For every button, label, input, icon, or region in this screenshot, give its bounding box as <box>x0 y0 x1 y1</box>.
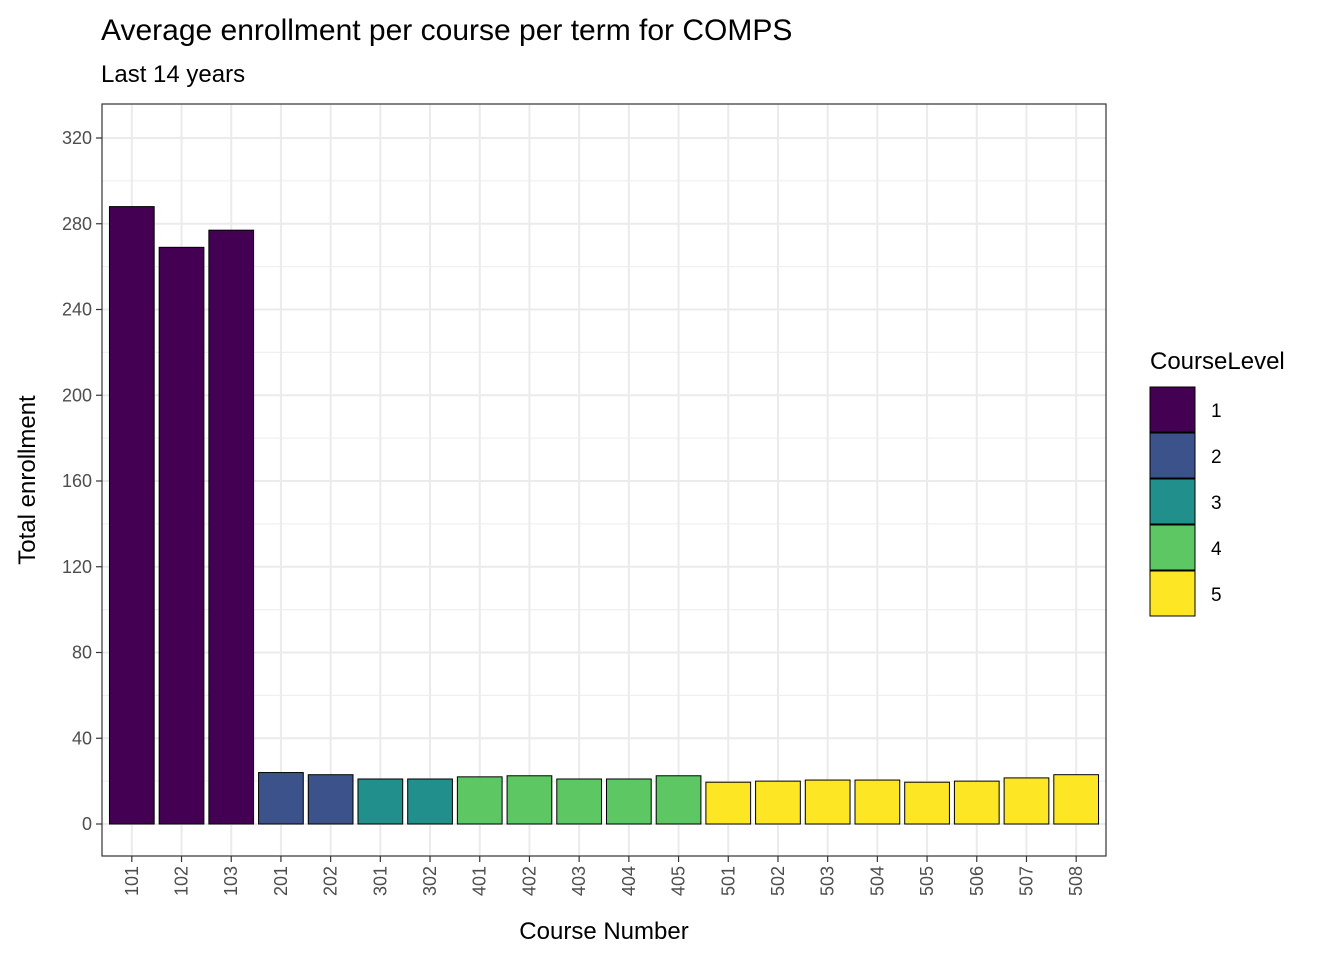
x-axis: 101 102 103 201 202 301 302 401 402 403 404 405 501 5… <box>122 856 1086 896</box>
y-tick-label: 80 <box>72 643 92 663</box>
bar-202 <box>307 774 354 825</box>
x-tick-label: 505 <box>917 866 937 896</box>
bar-102 <box>158 246 205 825</box>
bars-group <box>108 206 1100 825</box>
x-tick-label: 503 <box>818 866 838 896</box>
bar-201 <box>258 772 304 825</box>
x-tick-label: 401 <box>470 866 490 896</box>
legend-title: CourseLevel <box>1150 348 1285 375</box>
x-tick-label: 102 <box>172 866 192 896</box>
legend: CourseLevel 1 2 3 4 5 <box>1149 348 1285 617</box>
x-tick-label: 403 <box>569 866 589 896</box>
y-tick-label: 240 <box>62 300 92 320</box>
x-tick-label: 402 <box>519 866 539 896</box>
x-tick-label: 103 <box>221 866 241 896</box>
legend-label-3: 3 <box>1211 493 1222 514</box>
chart-title: Average enrollment per course per term f… <box>101 14 792 47</box>
legend-key-3 <box>1149 478 1196 525</box>
x-tick-label: 302 <box>420 866 440 896</box>
legend-key-4 <box>1149 524 1196 571</box>
chart-subtitle: Last 14 years <box>101 61 245 88</box>
plot-panel-border <box>101 103 1107 857</box>
y-tick-label: 0 <box>82 814 92 834</box>
legend-label-5: 5 <box>1211 585 1222 606</box>
bar-507 <box>1003 777 1050 825</box>
x-tick-label: 202 <box>321 866 341 896</box>
bar-301 <box>357 778 404 825</box>
x-tick-label: 404 <box>619 866 639 896</box>
x-tick-label: 507 <box>1016 866 1036 896</box>
bar-101 <box>108 206 155 825</box>
bar-405 <box>655 775 702 825</box>
y-axis-title: Total enrollment <box>14 395 41 565</box>
bar-506 <box>953 780 1000 825</box>
x-tick-label: 506 <box>967 866 987 896</box>
bar-503 <box>804 779 851 825</box>
bar-504 <box>854 779 901 825</box>
legend-label-4: 4 <box>1211 539 1222 560</box>
bar-404 <box>605 778 652 825</box>
x-tick-label: 201 <box>271 866 291 896</box>
legend-key-1 <box>1149 386 1196 433</box>
y-tick-label: 280 <box>62 214 92 234</box>
legend-key-2 <box>1149 432 1196 479</box>
bar-502 <box>755 780 801 825</box>
x-tick-label: 301 <box>370 866 390 896</box>
legend-label-1: 1 <box>1211 401 1222 422</box>
x-tick-label: 508 <box>1066 866 1086 896</box>
bar-402 <box>506 775 553 825</box>
x-tick-label: 504 <box>867 866 887 896</box>
x-tick-label: 405 <box>669 866 689 896</box>
bar-508 <box>1053 774 1100 825</box>
bar-401 <box>456 776 503 825</box>
y-tick-label: 160 <box>62 471 92 491</box>
legend-key-5 <box>1149 570 1196 617</box>
y-tick-label: 200 <box>62 385 92 405</box>
bar-505 <box>904 781 950 825</box>
bar-403 <box>556 778 603 825</box>
y-axis: 0 40 80 120 160 200 240 280 320 <box>62 128 102 834</box>
x-axis-title: Course Number <box>519 918 688 945</box>
x-tick-label: 502 <box>768 866 788 896</box>
y-tick-label: 120 <box>62 557 92 577</box>
bar-501 <box>705 781 752 825</box>
y-tick-label: 40 <box>72 728 92 748</box>
bar-103 <box>208 229 255 825</box>
legend-label-2: 2 <box>1211 447 1222 468</box>
x-tick-label: 101 <box>122 866 142 896</box>
bar-302 <box>407 778 453 825</box>
x-tick-label: 501 <box>718 866 738 896</box>
y-tick-label: 320 <box>62 128 92 148</box>
